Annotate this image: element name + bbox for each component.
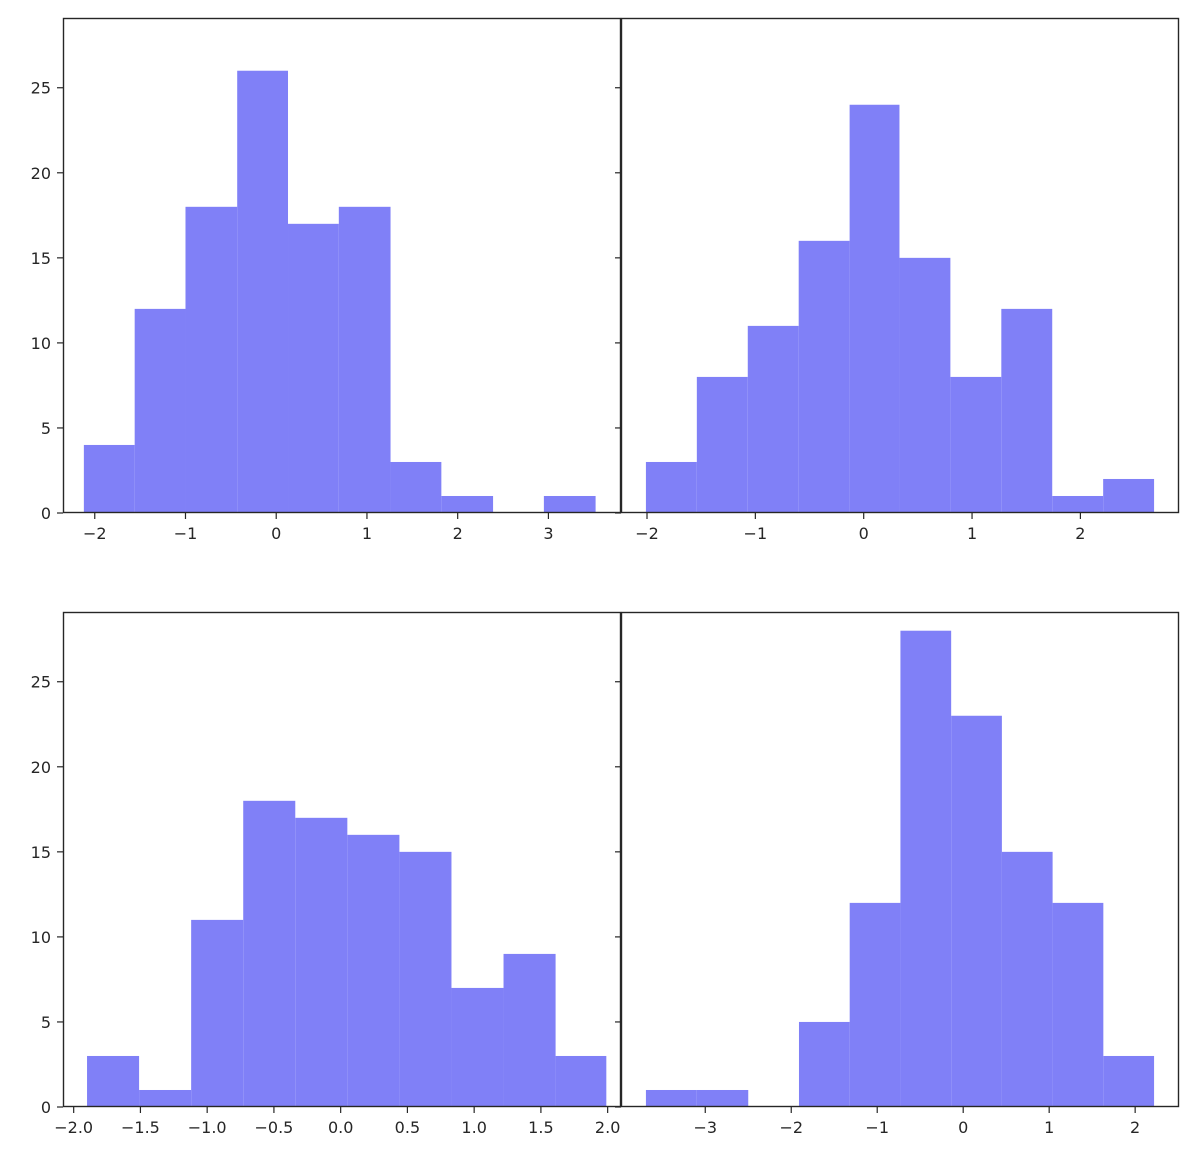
- histogram-bar: [134, 308, 186, 513]
- histogram-bar: [237, 70, 289, 513]
- histogram-bar: [849, 902, 901, 1107]
- histogram-bar: [87, 1055, 140, 1107]
- histogram-bar: [243, 800, 296, 1107]
- x-tick-label: −2: [83, 524, 107, 543]
- x-tick-label: 2.0: [595, 1118, 620, 1137]
- x-tick-label: −2: [779, 1118, 803, 1137]
- x-tick-label: 2: [1130, 1118, 1140, 1137]
- histogram-bar: [1052, 495, 1104, 513]
- x-tick-label: 0.0: [328, 1118, 353, 1137]
- histogram-panel-top-right: −2 −1 0 1 2: [615, 17, 1180, 543]
- y-tick-label: 10: [31, 928, 51, 947]
- histogram-bar: [645, 1089, 697, 1107]
- y-tick-label: 0: [41, 504, 51, 523]
- histogram-bar: [338, 206, 391, 513]
- x-tick-label: 1.0: [461, 1118, 486, 1137]
- y-tick-label: 25: [31, 79, 51, 98]
- x-tick-label: −0.5: [254, 1118, 293, 1137]
- histogram-panel-top-left: −2 −1 0 1 2 3 0 5 10 15 20 25: [31, 17, 622, 543]
- y-tick-label: 5: [41, 419, 51, 438]
- histogram-bar: [390, 461, 442, 513]
- x-tick-label: 0: [271, 524, 281, 543]
- histogram-bar: [645, 461, 697, 513]
- y-tick-label: 10: [31, 334, 51, 353]
- histogram-bar: [899, 257, 951, 513]
- axes-frame: [620, 17, 1180, 514]
- histogram-bar: [451, 987, 504, 1107]
- x-tick-label: −1: [865, 1118, 889, 1137]
- histogram-bar: [347, 834, 400, 1107]
- histogram-bar: [1001, 308, 1053, 513]
- histogram-bar: [543, 495, 596, 513]
- y-tick-label: 25: [31, 673, 51, 692]
- x-tick-label: −1: [174, 524, 198, 543]
- x-tick-label: 1: [362, 524, 372, 543]
- histogram-bar: [798, 1021, 850, 1107]
- axes-frame: [62, 17, 622, 514]
- x-tick-label: 0: [859, 524, 869, 543]
- x-tick-label: −2.0: [54, 1118, 93, 1137]
- histogram-bar: [747, 325, 799, 513]
- histogram-bar: [798, 240, 850, 513]
- histogram-bar: [1103, 1055, 1155, 1107]
- x-tick-label: 2: [453, 524, 463, 543]
- histogram-bar: [441, 495, 494, 513]
- histogram-bar: [1103, 478, 1155, 513]
- histogram-bar: [139, 1089, 192, 1107]
- x-tick-label: 3: [543, 524, 553, 543]
- y-tick-label: 15: [31, 249, 51, 268]
- x-tick-label: −1.0: [188, 1118, 227, 1137]
- x-tick-label: −1.5: [121, 1118, 160, 1137]
- x-tick-label: 1: [967, 524, 977, 543]
- x-tick-label: −2: [635, 524, 659, 543]
- histogram-bar: [696, 376, 748, 513]
- axes-frame: [62, 611, 622, 1108]
- histogram-bar: [950, 376, 1002, 513]
- histogram-bar: [1001, 851, 1053, 1107]
- histogram-bar: [295, 817, 348, 1107]
- x-tick-label: 1.5: [528, 1118, 553, 1137]
- histogram-panel-bottom-left: −2.0 −1.5 −1.0 −0.5 0.0 0.5 1.0 1.5 2.0 0 5 10 15 20 2…: [31, 611, 622, 1137]
- histogram-bar: [1052, 902, 1104, 1107]
- x-tick-label: −3: [693, 1118, 717, 1137]
- histogram-bar: [83, 444, 135, 513]
- x-tick-label: 2: [1075, 524, 1085, 543]
- histogram-bar: [900, 630, 952, 1107]
- histogram-bar: [288, 223, 339, 513]
- x-tick-label: 0: [958, 1118, 968, 1137]
- histogram-bar: [696, 1089, 749, 1107]
- histogram-bar: [849, 104, 900, 513]
- histogram-bar: [951, 715, 1002, 1107]
- x-tick-label: −1: [744, 524, 768, 543]
- axes-frame: [620, 611, 1180, 1108]
- histogram-bar: [191, 919, 244, 1107]
- y-tick-label: 20: [31, 164, 51, 183]
- x-tick-label: 0.5: [395, 1118, 420, 1137]
- y-tick-label: 0: [41, 1098, 51, 1117]
- y-tick-label: 5: [41, 1013, 51, 1032]
- histogram-bar: [503, 953, 556, 1107]
- x-tick-label: 1: [1044, 1118, 1054, 1137]
- histogram-bar: [185, 206, 238, 513]
- histogram-panel-bottom-right: −3 −2 −1 0 1 2: [615, 611, 1180, 1137]
- y-tick-label: 15: [31, 843, 51, 862]
- y-tick-label: 20: [31, 758, 51, 777]
- histogram-bar: [399, 851, 452, 1107]
- histogram-bar: [555, 1055, 607, 1107]
